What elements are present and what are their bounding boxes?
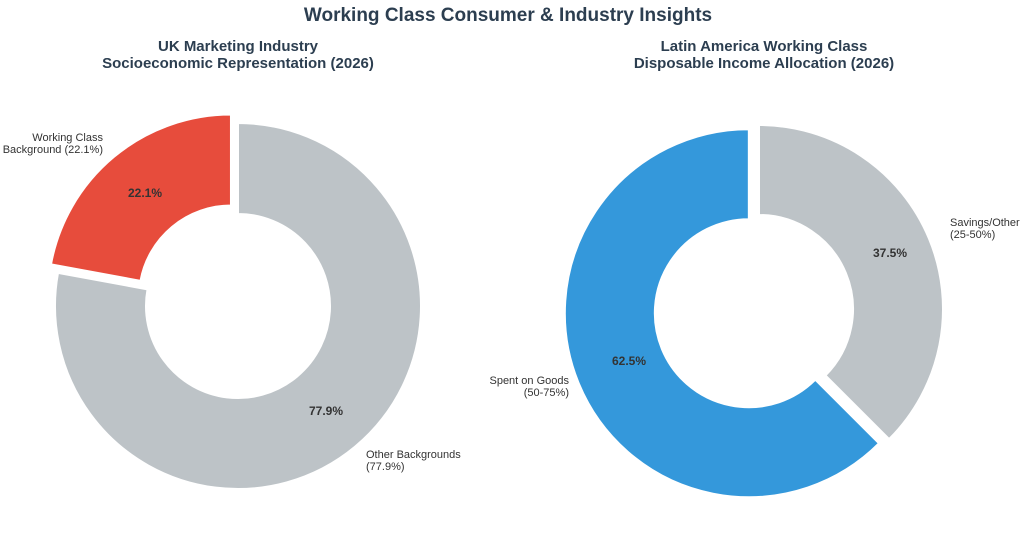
uk-chart-title-line-2: Socioeconomic Representation (2026) bbox=[102, 55, 374, 72]
uk-chart-title-line-1: UK Marketing Industry bbox=[158, 38, 319, 55]
latam-spent-on-goods-slice bbox=[563, 128, 881, 499]
latam-savings-label-line-2: (25-50%) bbox=[950, 229, 995, 241]
uk-donut-slices bbox=[49, 113, 422, 490]
latam-goods-label-line-1: Spent on Goods bbox=[489, 375, 569, 387]
latam-savings-label-line-1: Savings/Other bbox=[950, 217, 1020, 229]
latam-chart-title-line-1: Latin America Working Class bbox=[661, 38, 868, 55]
latam-goods-pct-label: 62.5% bbox=[612, 354, 646, 368]
latam-savings-pct-label: 37.5% bbox=[873, 246, 907, 260]
latam-donut-slices bbox=[563, 123, 945, 499]
uk-donut-chart: UK Marketing Industry Socioeconomic Repr… bbox=[3, 38, 461, 490]
uk-other-backgrounds-slice bbox=[54, 121, 422, 490]
uk-working-class-pct-label: 22.1% bbox=[128, 186, 162, 200]
uk-working-class-label-line-2: Background (22.1%) bbox=[3, 144, 103, 156]
latam-chart-title-line-2: Disposable Income Allocation (2026) bbox=[634, 55, 894, 72]
latam-goods-label-line-2: (50-75%) bbox=[524, 387, 569, 399]
uk-other-label-line-2: (77.9%) bbox=[366, 461, 405, 473]
uk-other-pct-label: 77.9% bbox=[309, 404, 343, 418]
uk-working-class-label-line-1: Working Class bbox=[32, 132, 103, 144]
figure-title: Working Class Consumer & Industry Insigh… bbox=[304, 5, 712, 26]
uk-other-label-line-1: Other Backgrounds bbox=[366, 449, 461, 461]
latam-savings-other-slice bbox=[758, 123, 945, 441]
uk-working-class-slice bbox=[49, 113, 232, 283]
latam-donut-chart: Latin America Working Class Disposable I… bbox=[489, 38, 1020, 499]
